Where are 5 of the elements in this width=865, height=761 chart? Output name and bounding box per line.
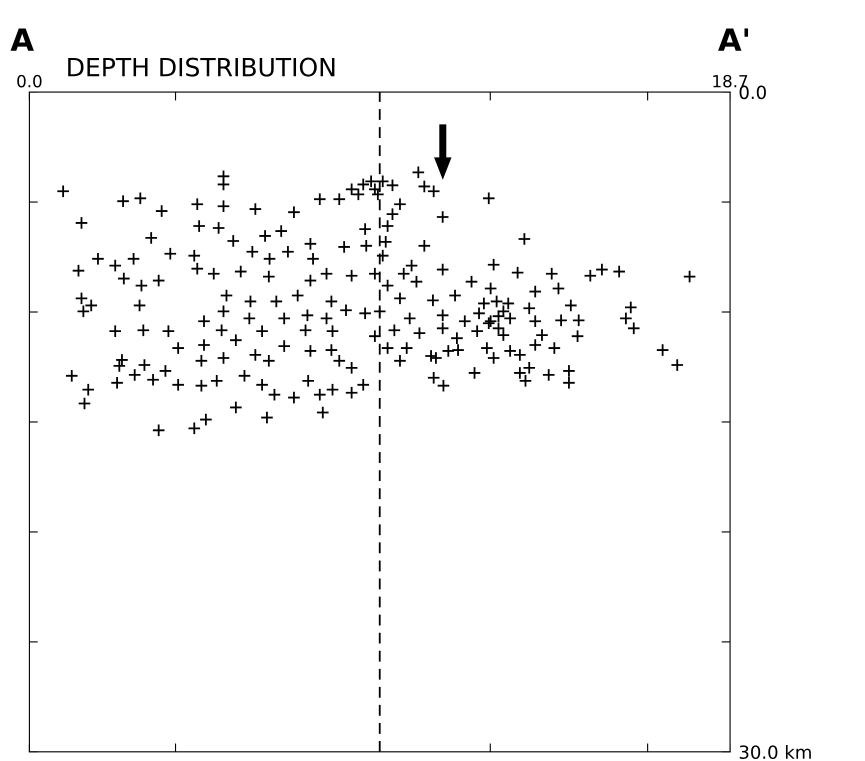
- y-tick-label: 30.0 km: [740, 745, 811, 759]
- text: A': [718, 28, 748, 51]
- text: A: [10, 28, 34, 51]
- x-tick-label: 18.7: [713, 74, 748, 88]
- chart-title: DEPTH DISTRIBUTION: [68, 58, 334, 77]
